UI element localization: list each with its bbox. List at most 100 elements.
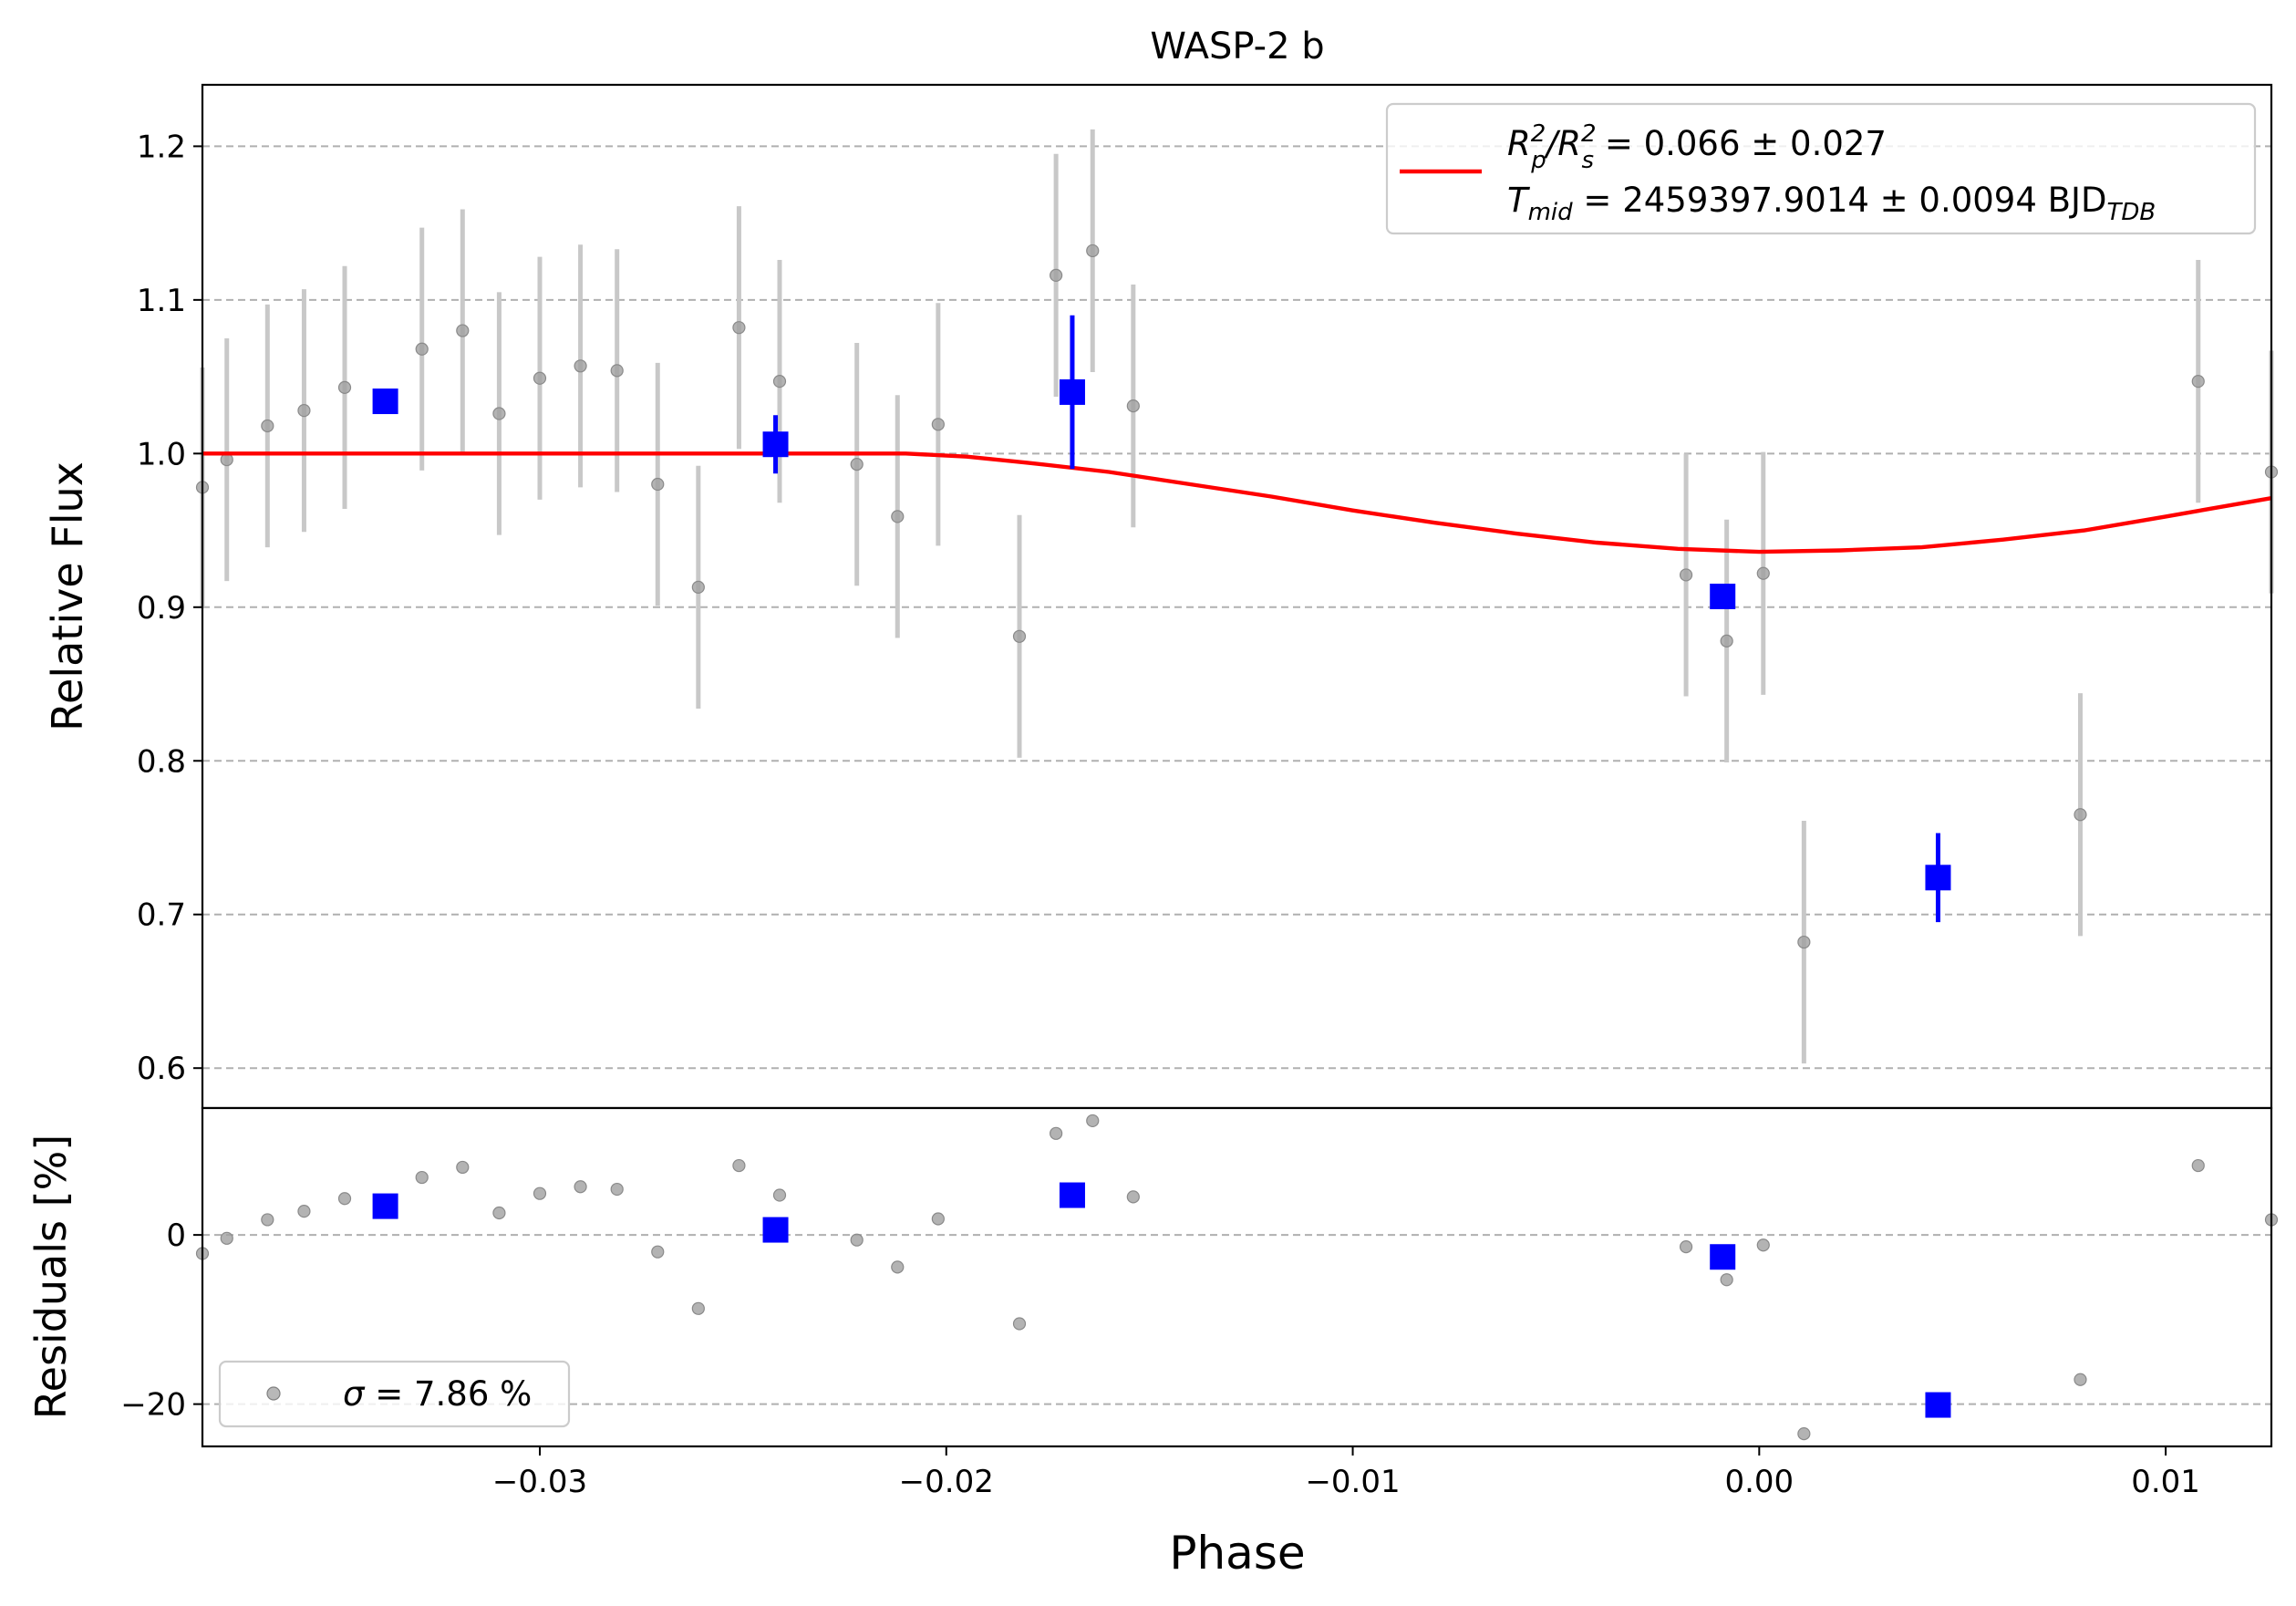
chart-title: WASP-2 b xyxy=(1150,26,1324,67)
transit-model-line xyxy=(202,451,2272,554)
residuals-raw-point xyxy=(492,1206,506,1220)
residuals-raw-point xyxy=(931,1212,945,1226)
residuals-raw-point xyxy=(850,1233,864,1247)
flux-binned-point xyxy=(1710,584,1736,609)
flux-raw-point xyxy=(337,380,352,394)
residuals-y-tick-label: −20 xyxy=(120,1387,186,1424)
residuals-y-ticks: −20 0 xyxy=(120,1217,202,1424)
flux-panel: 0.6 0.7 0.8 0.9 1.0 1.1 1.2 Relative Flux R2 p/… xyxy=(43,83,2279,1110)
flux-legend-box xyxy=(1385,102,2257,235)
residuals-raw-point xyxy=(1126,1190,1140,1204)
residuals-raw-points xyxy=(195,1114,2279,1441)
flux-raw-point xyxy=(931,418,945,431)
x-tick-label: 0.01 xyxy=(2131,1464,2200,1500)
flux-raw-point xyxy=(415,342,429,356)
flux-raw-point xyxy=(1126,399,1140,413)
flux-raw-point xyxy=(891,510,905,523)
residuals-raw-point xyxy=(651,1245,665,1259)
flux-binned-point xyxy=(762,431,789,458)
flux-raw-point xyxy=(297,404,311,418)
residuals-binned-point xyxy=(1059,1182,1085,1208)
flux-y-tick-label: 1.1 xyxy=(137,283,186,319)
residuals-raw-point xyxy=(1050,1126,1063,1140)
flux-raw-point xyxy=(1756,566,1770,580)
residuals-raw-point xyxy=(533,1186,547,1200)
flux-y-tick-label: 1.2 xyxy=(137,129,186,165)
residuals-binned-points xyxy=(372,1182,1951,1418)
flux-raw-point xyxy=(1797,935,1811,949)
residuals-raw-point xyxy=(220,1231,233,1245)
residuals-binned-point xyxy=(762,1217,789,1243)
residuals-raw-point xyxy=(610,1182,624,1197)
residuals-raw-point xyxy=(1720,1273,1733,1287)
residuals-plot-frame xyxy=(201,1106,2273,1448)
residuals-raw-point xyxy=(574,1180,587,1194)
flux-raw-point xyxy=(772,375,787,389)
residuals-raw-point xyxy=(732,1158,746,1173)
flux-raw-point xyxy=(1086,243,1100,258)
residuals-panel: −20 0 Residuals [%] σ = 7.86 % xyxy=(26,1106,2279,1448)
residuals-raw-point xyxy=(2191,1158,2205,1173)
transit-model xyxy=(202,451,2272,554)
residuals-raw-point xyxy=(261,1213,274,1227)
residuals-legend-text: σ = 7.86 % xyxy=(343,1374,532,1414)
flux-y-tick-label: 0.9 xyxy=(137,590,186,627)
residuals-raw-point xyxy=(2074,1373,2087,1386)
x-tick-label: 0.00 xyxy=(1724,1464,1794,1500)
legend-entry-radius-ratio: R2 p/R2 s = 0.066 ± 0.027 xyxy=(1507,120,1887,174)
residuals-legend: σ = 7.86 % xyxy=(218,1360,571,1428)
x-axis-ticks: −0.03 −0.02 −0.01 0.00 0.01 xyxy=(492,1446,2200,1500)
residuals-raw-point xyxy=(1679,1240,1693,1254)
x-tick-label: −0.02 xyxy=(899,1464,994,1500)
residuals-raw-point xyxy=(456,1160,470,1175)
residuals-raw-point xyxy=(415,1170,429,1185)
flux-raw-point xyxy=(220,452,233,467)
residuals-raw-point xyxy=(337,1192,352,1206)
flux-y-tick-label: 0.7 xyxy=(137,897,186,934)
x-tick-label: −0.01 xyxy=(1305,1464,1400,1500)
flux-y-label: Relative Flux xyxy=(43,461,92,731)
flux-raw-point xyxy=(533,371,547,385)
flux-raw-point xyxy=(574,359,587,373)
flux-raw-point xyxy=(610,364,624,378)
residuals-raw-point xyxy=(1086,1114,1100,1128)
residuals-raw-point xyxy=(891,1260,905,1274)
flux-raw-point xyxy=(1050,268,1063,283)
residuals-raw-point xyxy=(772,1188,787,1202)
residuals-binned-point xyxy=(1710,1244,1736,1270)
residuals-binned-point xyxy=(1925,1392,1951,1418)
residuals-raw-point xyxy=(691,1301,705,1315)
residuals-raw-point xyxy=(1756,1238,1770,1252)
flux-raw-point xyxy=(1012,629,1027,643)
residuals-legend-marker xyxy=(266,1386,281,1401)
flux-raw-point xyxy=(261,419,274,433)
flux-plot-area xyxy=(202,85,2271,1108)
residuals-binned-point xyxy=(372,1193,398,1219)
flux-binned-point xyxy=(372,389,398,415)
flux-binned-points xyxy=(372,315,1951,923)
residuals-y-label: Residuals [%] xyxy=(26,1135,76,1419)
residuals-raw-point xyxy=(297,1205,311,1218)
flux-y-tick-label: 0.8 xyxy=(137,743,186,780)
residuals-legend-box xyxy=(218,1360,571,1428)
residuals-y-tick-label: 0 xyxy=(166,1217,186,1254)
flux-y-ticks: 0.6 0.7 0.8 0.9 1.0 1.1 1.2 xyxy=(137,129,202,1087)
residuals-raw-point xyxy=(1012,1317,1027,1331)
flux-legend: R2 p/R2 s = 0.066 ± 0.027 Tmid = 2459397.9… xyxy=(1385,102,2257,235)
x-axis-label: Phase xyxy=(1169,1527,1305,1580)
x-tick-label: −0.03 xyxy=(492,1464,587,1500)
flux-raw-point xyxy=(691,580,705,594)
flux-y-tick-label: 1.0 xyxy=(137,436,186,472)
flux-y-tick-label: 0.6 xyxy=(137,1051,186,1087)
flux-raw-point xyxy=(456,324,470,337)
flux-raw-point xyxy=(850,458,864,471)
flux-raw-point xyxy=(1679,568,1693,582)
flux-raw-point xyxy=(2074,808,2087,822)
flux-raw-point xyxy=(732,321,746,335)
residuals-raw-point xyxy=(1797,1426,1811,1441)
flux-binned-point xyxy=(1925,865,1951,891)
flux-raw-point xyxy=(1720,634,1733,648)
flux-raw-point xyxy=(492,407,506,420)
legend-entry-tmid: Tmid = 2459397.9014 ± 0.0094 BJDTDB xyxy=(1507,181,2156,226)
